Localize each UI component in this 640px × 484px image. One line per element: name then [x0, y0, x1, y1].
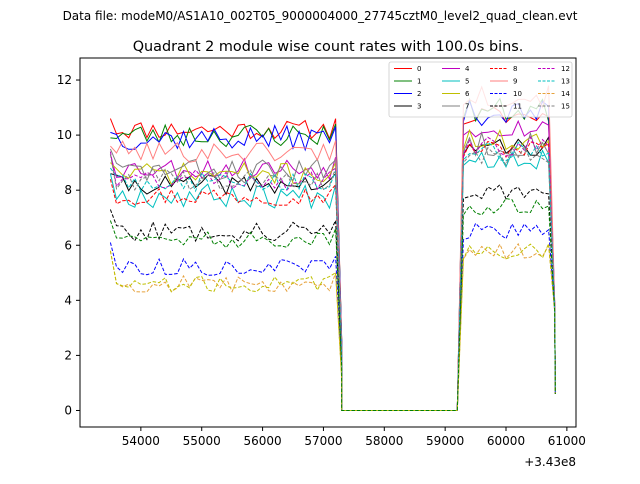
x-tick-label: 56000: [243, 434, 281, 448]
legend-label: 13: [561, 78, 570, 86]
series-line-10: [109, 222, 556, 411]
y-axis: 0 2 4 6 8 10 12: [57, 73, 80, 417]
x-tick-label: 58000: [365, 434, 403, 448]
plot-frame: [79, 57, 577, 428]
x-tick-label: 54000: [122, 434, 160, 448]
suptitle: Data file: modeM0/AS1A10_002T05_90000040…: [63, 9, 578, 23]
legend-label: 3: [417, 103, 421, 111]
series-line-6: [110, 128, 556, 411]
legend-label: 1: [417, 78, 421, 86]
y-tick-label: 6: [64, 238, 72, 252]
legend-label: 14: [561, 90, 570, 98]
x-tick-label: 60000: [487, 434, 525, 448]
series-line-11: [109, 183, 556, 411]
legend-label: 7: [465, 103, 469, 111]
y-tick-label: 2: [64, 348, 72, 362]
legend-label: 8: [513, 65, 517, 73]
series-line-8: [109, 141, 556, 411]
y-tick-label: 0: [64, 403, 72, 417]
legend-label: 15: [561, 103, 570, 111]
legend-label: 0: [417, 65, 421, 73]
legend-box: [388, 61, 573, 118]
series-line-4: [109, 119, 556, 411]
legend-label: 2: [417, 90, 421, 98]
series-line-0: [109, 106, 556, 411]
y-tick-label: 10: [57, 128, 72, 142]
legend-label: 10: [513, 90, 522, 98]
legend-label: 4: [465, 65, 470, 73]
y-tick-label: 12: [57, 73, 72, 87]
legend-label: 5: [465, 78, 469, 86]
x-tick-label: 59000: [426, 434, 464, 448]
legend-label: 12: [561, 65, 570, 73]
x-tick-label: 61000: [548, 434, 586, 448]
x-tick-label: 55000: [183, 434, 221, 448]
series-line-14: [109, 242, 556, 411]
series-line-5: [109, 149, 556, 411]
series-line-extra-16: [109, 243, 556, 411]
y-tick-label: 4: [64, 293, 72, 307]
legend-label: 6: [465, 90, 470, 98]
y-tick-label: 8: [64, 183, 72, 197]
x-tick-label: 57000: [304, 434, 342, 448]
series-line-3: [110, 135, 556, 411]
series-line-extra-17: [109, 197, 556, 411]
chart-title: Quadrant 2 module wise count rates with …: [133, 39, 524, 55]
legend-label: 9: [513, 78, 517, 86]
series-line-2: [110, 99, 556, 411]
legend-label: 11: [513, 103, 522, 111]
series-line-15: [109, 145, 556, 411]
x-offset-label: +3.43e8: [524, 455, 576, 469]
plot-lines: [109, 85, 556, 411]
x-axis: 54000 55000 56000 57000 58000 59000 60000 61000: [122, 427, 586, 448]
